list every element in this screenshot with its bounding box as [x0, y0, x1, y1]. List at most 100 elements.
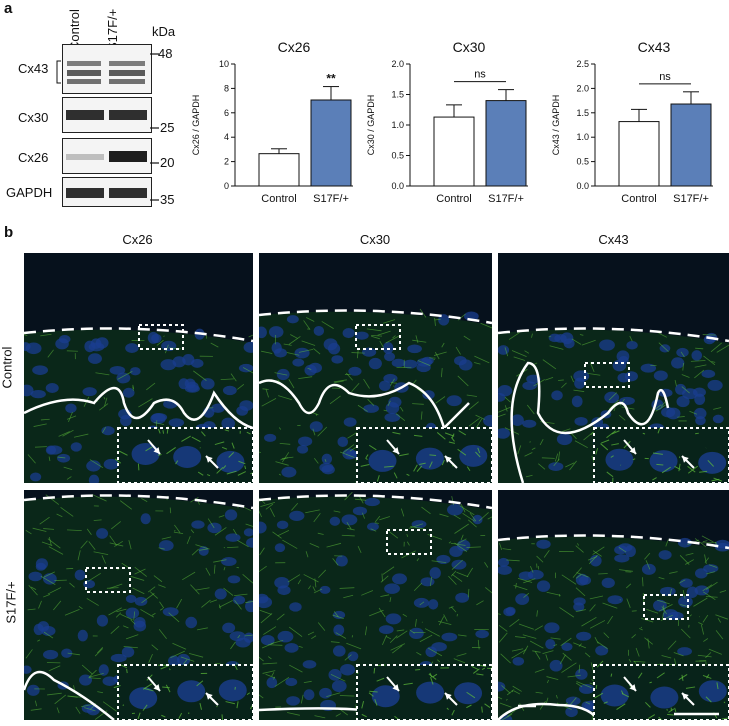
membrane-signal	[40, 575, 56, 585]
nucleus	[294, 347, 310, 359]
membrane-signal	[621, 406, 635, 410]
surface-dashed-line	[24, 494, 253, 510]
membrane-signal	[456, 653, 467, 657]
membrane-signal	[86, 528, 92, 536]
membrane-signal	[290, 334, 298, 339]
membrane-signal	[578, 643, 582, 647]
nucleus	[308, 362, 323, 374]
inset-membrane	[430, 676, 434, 685]
membrane-signal	[259, 609, 272, 615]
membrane-signal	[576, 572, 589, 578]
column-header-cx26: Cx26	[122, 232, 153, 247]
membrane-signal	[286, 352, 300, 356]
roi-box	[85, 567, 131, 593]
membrane-signal	[133, 611, 136, 621]
inset-border	[593, 427, 729, 483]
membrane-signal	[287, 574, 301, 583]
nucleus	[158, 540, 174, 551]
bar-chart-cx26: Cx26 Cx26 / GAPDH 0 2 4 6 8 10 Control S17F/+ **	[191, 40, 353, 205]
y-tick-label: 1.0	[576, 132, 589, 142]
inset-membrane	[637, 672, 643, 679]
membrane-signal	[30, 586, 37, 590]
membrane-signal	[261, 350, 273, 354]
nucleus	[303, 689, 315, 701]
membrane-signal	[575, 609, 586, 613]
membrane-signal	[640, 626, 643, 629]
membrane-signal	[437, 659, 441, 663]
nucleus	[30, 472, 42, 482]
membrane-signal	[95, 372, 110, 376]
nucleus	[679, 578, 693, 588]
column-header-cx30: Cx30	[359, 232, 391, 247]
membrane-signal	[379, 516, 391, 521]
inset-membrane	[699, 470, 708, 473]
membrane-signal	[392, 645, 403, 654]
blot-label-cx26: Cx26	[18, 150, 49, 165]
membrane-signal	[262, 670, 276, 674]
inset-nucleus	[698, 680, 727, 703]
nucleus	[260, 634, 275, 646]
membrane-signal	[374, 522, 379, 524]
nucleus	[498, 681, 506, 692]
nucleus	[363, 404, 380, 413]
nucleus	[666, 407, 681, 420]
membrane-signal	[543, 550, 550, 558]
membrane-signal	[575, 587, 586, 597]
membrane-signal	[116, 608, 127, 613]
membrane-signal	[485, 587, 492, 594]
inset-membrane	[632, 458, 636, 461]
membrane-signal	[396, 630, 408, 639]
micrograph-image	[24, 490, 253, 720]
inset-membrane	[222, 465, 227, 469]
membrane-signal	[215, 662, 221, 665]
membrane-signal	[382, 566, 395, 575]
bar-control	[618, 121, 660, 187]
membrane-signal	[475, 414, 485, 420]
x-category-label: Control	[436, 193, 471, 205]
membrane-signal	[509, 619, 520, 628]
membrane-signal	[567, 674, 581, 678]
nucleus	[475, 629, 489, 639]
marker-25-tick	[150, 127, 159, 129]
membrane-signal	[278, 473, 281, 476]
bar-chart-cx43: Cx43 Cx43 / GAPDH 0.0 0.5 1.0 1.5 2.0 2.5 Contro…	[551, 40, 713, 205]
membrane-signal	[534, 651, 541, 660]
membrane-signal	[385, 636, 392, 640]
bar-control	[258, 153, 300, 187]
nucleus	[96, 614, 109, 627]
membrane-signal	[415, 335, 419, 344]
inset-membrane	[481, 667, 486, 670]
membrane-signal	[297, 579, 302, 585]
blot-cx43	[62, 44, 152, 94]
membrane-signal	[138, 398, 153, 408]
marker-20-tick	[150, 162, 159, 164]
membrane-signal	[324, 458, 327, 462]
membrane-signal	[260, 501, 275, 508]
membrane-signal	[389, 635, 398, 644]
membrane-signal	[130, 575, 145, 581]
membrane-signal	[88, 669, 97, 678]
inset-membrane	[610, 455, 614, 458]
membrane-signal	[531, 447, 536, 450]
bar-s17f	[310, 99, 352, 187]
nucleus	[671, 357, 685, 369]
membrane-signal	[697, 654, 712, 658]
membrane-signal	[468, 401, 479, 411]
membrane-signal	[289, 664, 303, 673]
membrane-signal	[539, 700, 546, 710]
membrane-signal	[390, 378, 395, 386]
membrane-signal	[78, 605, 83, 610]
membrane-signal	[569, 460, 577, 471]
membrane-signal	[263, 626, 277, 635]
nucleus	[122, 387, 135, 398]
nucleus	[511, 414, 524, 426]
membrane-signal	[703, 591, 716, 601]
nucleus	[695, 416, 706, 426]
chart-title: Cx26	[278, 40, 311, 55]
membrane-signal	[708, 648, 722, 655]
inset-membrane	[373, 667, 376, 674]
membrane-signal	[592, 550, 602, 557]
membrane-signal	[96, 646, 104, 654]
membrane-signal	[484, 562, 489, 568]
nucleus	[129, 367, 141, 376]
